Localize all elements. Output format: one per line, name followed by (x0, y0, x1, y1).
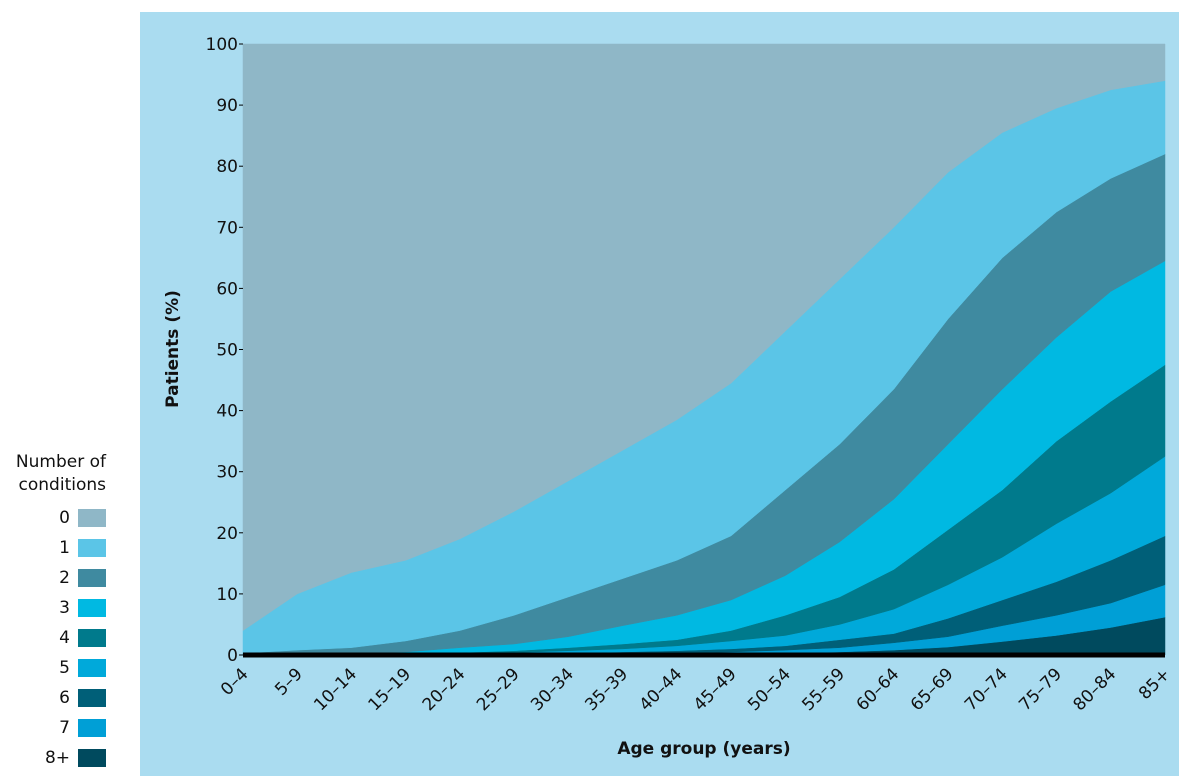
y-tick-label: 90 (216, 96, 238, 116)
y-tick-label: 70 (216, 218, 238, 238)
legend-swatch (78, 719, 106, 737)
legend-label: 4 (59, 628, 70, 648)
legend-label: 0 (59, 508, 70, 528)
legend-swatch (78, 539, 106, 557)
y-tick-label: 10 (216, 585, 238, 605)
legend-title: Number of conditions (15, 452, 106, 495)
legend-swatch (78, 569, 106, 587)
legend-label: 5 (59, 658, 70, 678)
legend-swatch (78, 629, 106, 647)
legend-swatch (78, 659, 106, 677)
legend-swatch (78, 749, 106, 767)
legend-label: 3 (59, 598, 70, 618)
y-tick-label: 80 (216, 157, 238, 177)
legend-swatch (78, 689, 106, 707)
plot-area (242, 43, 1166, 656)
area (242, 43, 1166, 632)
y-tick-label: 0 (227, 646, 238, 666)
y-axis-label: Patients (%) (163, 290, 183, 408)
y-tick-label: 30 (216, 463, 238, 483)
legend-label: 1 (59, 538, 70, 558)
y-tick-label: 50 (216, 341, 238, 361)
legend-label: 8+ (45, 748, 70, 768)
y-tick-label: 100 (206, 35, 238, 55)
legend-swatch (78, 509, 106, 527)
x-axis-label: Age group (years) (617, 739, 790, 759)
legend-label: 2 (59, 568, 70, 588)
legend-label: 6 (59, 688, 70, 708)
y-tick-label: 60 (216, 279, 238, 299)
legend-swatch (78, 599, 106, 617)
y-tick-label: 40 (216, 402, 238, 422)
legend-label: 7 (59, 718, 70, 738)
y-tick-label: 20 (216, 524, 238, 544)
